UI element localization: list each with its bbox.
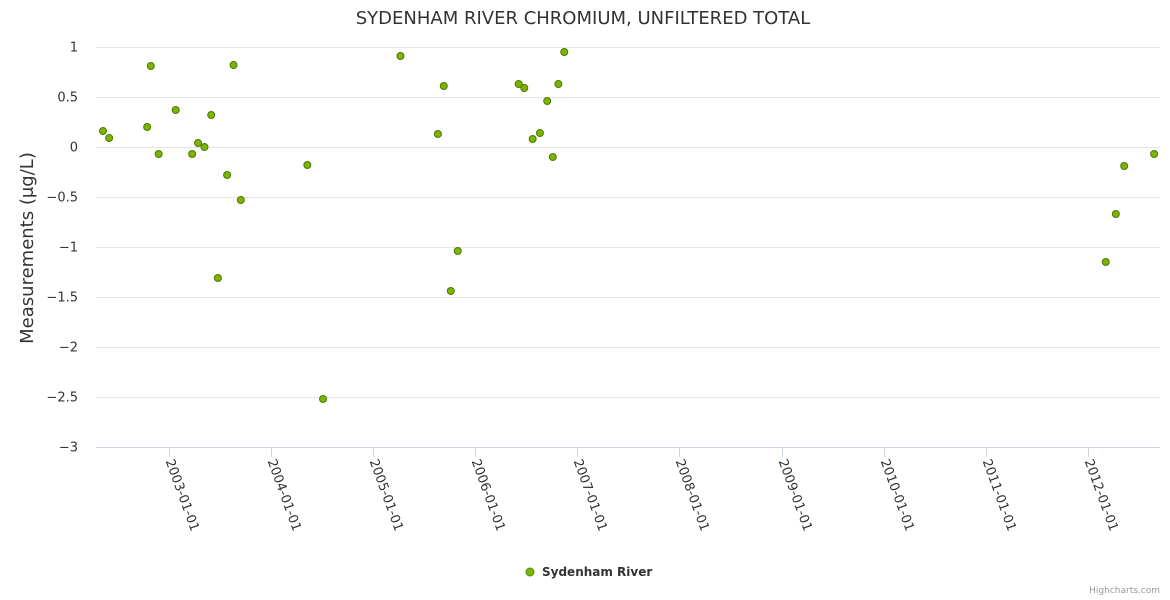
data-point[interactable] — [98, 127, 107, 135]
y-axis-label: Measurements (μg/L) — [17, 152, 38, 344]
y-tick-label: −1.5 — [46, 291, 78, 306]
y-tick-label: −0.5 — [46, 191, 78, 206]
data-point[interactable] — [560, 48, 569, 56]
legend-label: Sydenham River — [542, 565, 652, 579]
x-tick-label: 2004-01-01 — [264, 457, 304, 533]
data-point[interactable] — [554, 80, 563, 88]
data-point[interactable] — [229, 61, 238, 69]
gridlines — [96, 47, 1160, 398]
data-point[interactable] — [548, 153, 557, 161]
data-point[interactable] — [171, 106, 180, 114]
chart-title: SYDENHAM RIVER CHROMIUM, UNFILTERED TOTA… — [356, 8, 811, 29]
x-tick-label: 2011-01-01 — [979, 457, 1019, 533]
legend-item-sydenham-river[interactable]: Sydenham River — [525, 565, 652, 579]
y-tick-label: 0.5 — [57, 91, 78, 106]
data-point[interactable] — [236, 196, 245, 204]
data-point[interactable] — [188, 150, 197, 158]
data-point[interactable] — [1101, 258, 1110, 266]
data-point[interactable] — [433, 130, 442, 138]
x-tick-label: 2005-01-01 — [366, 457, 406, 533]
data-point[interactable] — [528, 135, 537, 143]
data-point[interactable] — [1150, 150, 1159, 158]
data-point[interactable] — [213, 274, 222, 282]
data-point[interactable] — [439, 82, 448, 90]
credits-link[interactable]: Highcharts.com — [1089, 586, 1160, 596]
data-points — [98, 48, 1159, 403]
data-point[interactable] — [396, 52, 405, 60]
y-tick-label: −3 — [59, 441, 78, 456]
data-point[interactable] — [535, 129, 544, 137]
data-point[interactable] — [223, 171, 232, 179]
data-point[interactable] — [146, 62, 155, 70]
data-point[interactable] — [520, 84, 529, 92]
data-point[interactable] — [194, 139, 203, 147]
y-tick-label: −1 — [59, 241, 78, 256]
data-point[interactable] — [1111, 210, 1120, 218]
data-point[interactable] — [446, 287, 455, 295]
data-point[interactable] — [143, 123, 152, 131]
data-point[interactable] — [543, 97, 552, 105]
data-point[interactable] — [514, 80, 523, 88]
data-point[interactable] — [154, 150, 163, 158]
y-tick-label: −2.5 — [46, 391, 78, 406]
data-point[interactable] — [200, 143, 209, 151]
data-point[interactable] — [303, 161, 312, 169]
x-tick-label: 2010-01-01 — [877, 457, 917, 533]
x-tick-label: 2008-01-01 — [672, 457, 712, 533]
data-point[interactable] — [319, 395, 328, 403]
data-point[interactable] — [105, 134, 114, 142]
y-tick-label: −2 — [59, 341, 78, 356]
x-tick-label: 2006-01-01 — [468, 457, 508, 533]
data-point[interactable] — [453, 247, 462, 255]
x-tick-label: 2009-01-01 — [775, 457, 815, 533]
y-tick-label: 1 — [70, 41, 78, 56]
legend-marker-icon — [525, 567, 535, 577]
x-axis: 2003-01-01 2004-01-01 2005-01-01 2006-01-01… — [96, 447, 1160, 533]
x-tick-label: 2003-01-01 — [162, 457, 202, 533]
y-tick-label: 0 — [70, 141, 78, 156]
x-tick-label: 2007-01-01 — [570, 457, 610, 533]
y-axis: 1 0.5 0 −0.5 −1 −1.5 −2 −2.5 −3 — [46, 41, 78, 456]
data-point[interactable] — [1120, 162, 1129, 170]
x-tick-label: 2012-01-01 — [1081, 457, 1121, 533]
data-point[interactable] — [207, 111, 216, 119]
